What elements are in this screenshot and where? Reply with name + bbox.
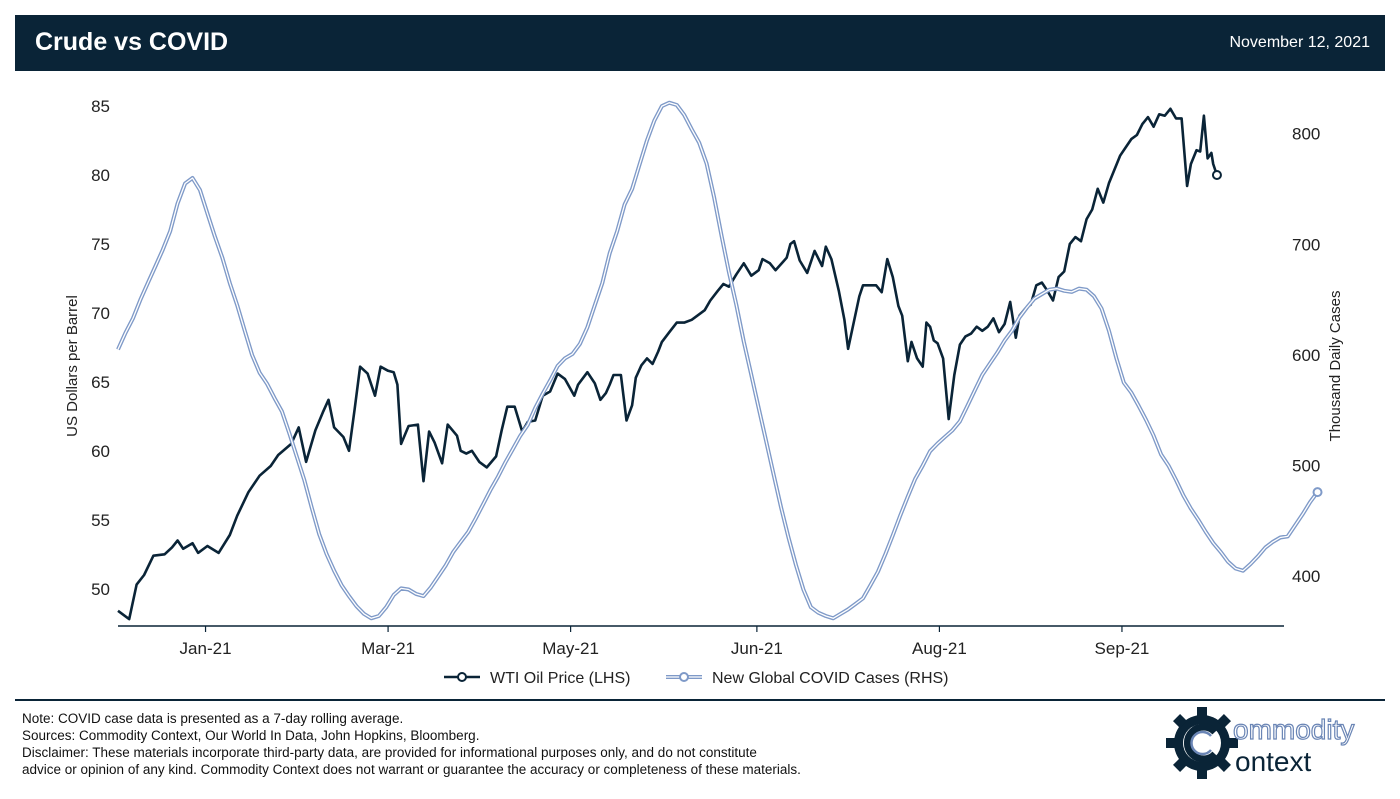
y-left-tick-label: 85: [91, 97, 110, 116]
gear-icon: [1166, 707, 1238, 779]
y-left-tick-label: 80: [91, 166, 110, 185]
chart-area: Jan-21 Mar-21 May-21 Jun-21 Aug-21 Sep-21 50 55…: [64, 97, 1344, 687]
covid-series-line-inner: [117, 102, 1319, 619]
y-left-tick-label: 55: [91, 511, 110, 530]
y-right-tick-label: 700: [1292, 235, 1320, 254]
x-tick-label: May-21: [542, 639, 599, 658]
covid-series-line-outer: [116, 100, 1320, 621]
legend-covid-label: New Global COVID Cases (RHS): [712, 670, 949, 687]
x-tick-label: Jan-21: [180, 639, 232, 658]
oil-series-line: [117, 107, 1219, 621]
title-banner: Crude vs COVID November 12, 2021: [15, 15, 1385, 71]
chart-title: Crude vs COVID: [35, 28, 229, 56]
y-right-tick-label: 600: [1292, 346, 1320, 365]
legend-covid-marker: [679, 672, 689, 682]
legend-oil-label: WTI Oil Price (LHS): [490, 670, 630, 687]
logo-text-commodity: ommodity: [1233, 714, 1354, 745]
logo-text-context: ontext: [1235, 746, 1311, 777]
footer-disclaimer-line-1: Disclaimer: These materials incorporate …: [22, 745, 757, 760]
legend-oil-marker: [457, 672, 467, 682]
y-left-tick-label: 65: [91, 373, 110, 392]
footer-note: Note: COVID case data is presented as a …: [22, 711, 404, 726]
footer-notes: Note: COVID case data is presented as a …: [22, 710, 801, 778]
x-tick-label: Mar-21: [361, 639, 415, 658]
commodity-context-logo: ommodity ontext: [1166, 707, 1355, 779]
footer-disclaimer-line-2: advice or opinion of any kind. Commodity…: [22, 762, 801, 777]
footer-sources: Sources: Commodity Context, Our World In…: [22, 728, 480, 743]
y-left-axis-label: US Dollars per Barrel: [64, 295, 81, 437]
chart-date: November 12, 2021: [1229, 34, 1370, 51]
x-tick-label: Aug-21: [912, 639, 967, 658]
y-right-tick-label: 800: [1292, 125, 1320, 144]
y-left-tick-label: 50: [91, 580, 110, 599]
y-right-tick-label: 400: [1292, 567, 1320, 586]
y-left-tick-label: 60: [91, 442, 110, 461]
footer-divider: [15, 699, 1385, 701]
y-left-tick-label: 70: [91, 304, 110, 323]
y-right-axis-label: Thousand Daily Cases: [1327, 291, 1344, 442]
covid-series-end-marker: [1312, 487, 1323, 498]
x-tick-label: Jun-21: [731, 639, 783, 658]
oil-series-end-marker: [1211, 169, 1222, 180]
x-tick-label: Sep-21: [1095, 639, 1150, 658]
y-right-tick-label: 500: [1292, 457, 1320, 476]
y-left-tick-label: 75: [91, 235, 110, 254]
